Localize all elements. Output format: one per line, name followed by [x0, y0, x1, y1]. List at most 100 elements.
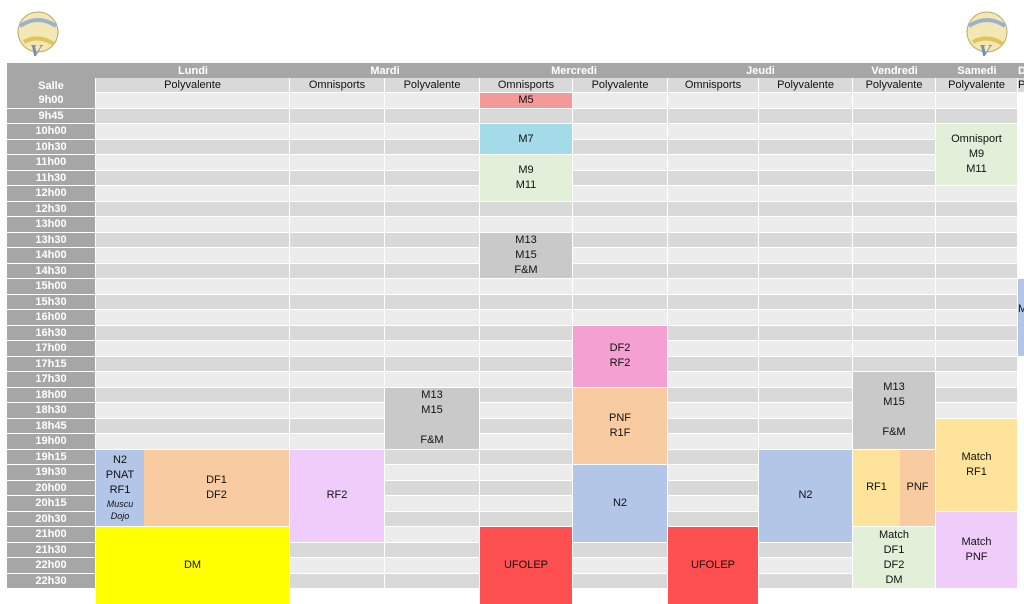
event-block[interactable]: N2: [759, 449, 852, 542]
time-label: 18h00: [7, 387, 95, 402]
empty-slot: [853, 93, 935, 108]
event-label: N2: [112, 454, 128, 467]
event-block[interactable]: M5: [480, 93, 572, 108]
event-block[interactable]: M13 M15 F&M: [480, 232, 572, 278]
event-block[interactable]: RF1: [853, 449, 900, 526]
event-block[interactable]: M9 M11: [480, 155, 572, 201]
event-block[interactable]: UFOLEP: [480, 527, 572, 604]
time-label: 16h30: [7, 325, 95, 340]
empty-slot: [853, 263, 935, 278]
empty-slot: [385, 279, 479, 294]
empty-slot: [96, 418, 289, 433]
empty-slot: [759, 372, 852, 387]
event-block[interactable]: N2 PNAT RF1 Muscu Dojo: [96, 449, 144, 526]
event-block[interactable]: DM: [96, 527, 289, 604]
empty-slot: [668, 186, 758, 201]
venue-header: Polyvalente: [936, 78, 1017, 92]
event-label: Match: [879, 528, 909, 541]
empty-slot: [290, 279, 384, 294]
schedule-grid: LundiMardiMercrediJeudiVendrediSamediDim…: [7, 63, 1024, 604]
event-label: M15: [421, 404, 443, 416]
event-label: Match: [961, 450, 992, 463]
empty-slot: [290, 201, 384, 216]
empty-slot: [936, 201, 1017, 216]
empty-slot: [853, 170, 935, 185]
empty-slot: [759, 139, 852, 154]
empty-slot: [385, 124, 479, 139]
event-block[interactable]: PNF: [900, 449, 935, 526]
event-block[interactable]: M13 M15 F&M: [853, 372, 935, 449]
event-label: DF2: [883, 558, 905, 571]
empty-slot: [385, 139, 479, 154]
event-label: UFOLEP: [503, 558, 548, 571]
empty-slot: [96, 372, 289, 387]
event-block[interactable]: M7: [480, 124, 572, 154]
empty-slot: [573, 232, 667, 247]
time-label: 12h00: [7, 186, 95, 201]
event-block[interactable]: M13 M15 F&M: [385, 387, 479, 449]
empty-slot: [759, 573, 852, 588]
day-header-dimanche: Dimanche: [1018, 63, 1024, 78]
time-label: 17h30: [7, 372, 95, 387]
empty-slot: [480, 217, 572, 232]
event-label: RF1: [866, 481, 887, 494]
empty-slot: [96, 93, 289, 108]
event-label: F&M: [420, 434, 444, 446]
time-label: 20h15: [7, 496, 95, 511]
day-header-vendredi: Vendredi: [853, 63, 936, 78]
empty-slot: [853, 310, 935, 325]
time-label: 18h45: [7, 418, 95, 433]
event-block[interactable]: Match PNF: [936, 511, 1017, 588]
event-block[interactable]: DF1 DF2: [144, 449, 289, 526]
empty-slot: [480, 279, 572, 294]
event-block[interactable]: Omnisport M9 M11: [936, 124, 1017, 185]
event-block[interactable]: RF2: [290, 449, 384, 542]
empty-slot: [759, 434, 852, 449]
empty-slot: [668, 341, 758, 356]
empty-slot: [853, 248, 935, 263]
event-block[interactable]: PNF R1F: [573, 387, 667, 464]
time-label: 22h30: [7, 573, 95, 588]
empty-slot: [759, 170, 852, 185]
empty-slot: [385, 201, 479, 216]
empty-slot: [853, 325, 935, 340]
empty-slot: [759, 294, 852, 309]
empty-slot: [759, 387, 852, 402]
empty-slot: [480, 496, 572, 511]
empty-slot: [385, 542, 479, 557]
empty-slot: [573, 279, 667, 294]
empty-slot: [480, 387, 572, 402]
svg-text:V: V: [979, 42, 992, 60]
empty-slot: [759, 263, 852, 278]
empty-slot: [385, 294, 479, 309]
empty-slot: [480, 372, 572, 387]
time-label: 13h00: [7, 217, 95, 232]
empty-slot: [385, 263, 479, 278]
empty-slot: [96, 434, 289, 449]
event-block[interactable]: UFOLEP: [668, 527, 758, 604]
empty-slot: [759, 186, 852, 201]
empty-slot: [290, 372, 384, 387]
empty-slot: [936, 294, 1017, 309]
empty-slot: [668, 217, 758, 232]
empty-slot: [573, 93, 667, 108]
empty-slot: [573, 310, 667, 325]
empty-slot: [936, 263, 1017, 278]
event-label: R1F: [609, 426, 631, 439]
empty-slot: [573, 155, 667, 170]
empty-slot: [385, 155, 479, 170]
event-block[interactable]: DF2 RF2: [573, 325, 667, 387]
empty-slot: [759, 558, 852, 573]
event-block[interactable]: N2: [573, 465, 667, 542]
event-block[interactable]: Match DF1 DF2 DM: [853, 527, 935, 588]
event-block[interactable]: Match RF1: [936, 418, 1017, 511]
event-label: RF1: [109, 484, 131, 497]
empty-slot: [759, 341, 852, 356]
event-block[interactable]: MatchN2: [1018, 279, 1024, 356]
time-label: 11h30: [7, 170, 95, 185]
empty-slot: [853, 139, 935, 154]
event-label: M13: [515, 233, 537, 246]
event-label: DM: [885, 573, 903, 586]
empty-slot: [385, 170, 479, 185]
time-label: 17h00: [7, 341, 95, 356]
